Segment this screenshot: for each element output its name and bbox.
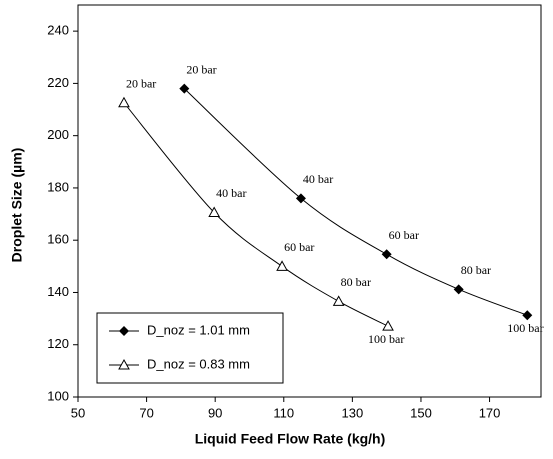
point xyxy=(295,193,306,204)
x-tick-label: 90 xyxy=(208,405,222,420)
point-label: 100 bar xyxy=(507,321,543,335)
point xyxy=(118,96,130,108)
x-tick-label: 50 xyxy=(71,405,85,420)
point-label: 60 bar xyxy=(389,228,419,242)
point-label: 60 bar xyxy=(284,240,314,254)
x-tick-label: 130 xyxy=(342,405,364,420)
point-label: 40 bar xyxy=(303,172,333,186)
point-label: 20 bar xyxy=(126,76,156,90)
y-tick-label: 220 xyxy=(47,75,69,90)
point xyxy=(381,249,392,260)
x-tick-label: 70 xyxy=(139,405,153,420)
point-label: 40 bar xyxy=(216,186,246,200)
point-label: 80 bar xyxy=(341,275,371,289)
y-tick-label: 240 xyxy=(47,23,69,38)
point-label: 80 bar xyxy=(461,263,491,277)
y-tick-label: 200 xyxy=(47,127,69,142)
legend-marker xyxy=(118,358,130,370)
point xyxy=(179,83,190,94)
point xyxy=(453,284,464,295)
x-axis-title: Liquid Feed Flow Rate (kg/h) xyxy=(195,431,386,447)
x-tick-label: 170 xyxy=(479,405,501,420)
legend-label: D_noz = 1.01 mm xyxy=(147,322,250,337)
y-tick-label: 180 xyxy=(47,179,69,194)
x-tick-label: 150 xyxy=(410,405,432,420)
legend-marker xyxy=(119,326,129,336)
y-tick-label: 160 xyxy=(47,232,69,247)
y-axis-title: Droplet Size (µm) xyxy=(9,148,25,263)
legend-box xyxy=(96,312,284,384)
plot-frame xyxy=(77,4,542,398)
series-line xyxy=(123,102,389,327)
point xyxy=(382,320,394,331)
y-tick-label: 120 xyxy=(47,336,69,351)
y-tick-label: 100 xyxy=(47,388,69,403)
point xyxy=(332,295,345,306)
point-label: 100 bar xyxy=(368,332,404,346)
point xyxy=(522,310,533,321)
y-tick-label: 140 xyxy=(47,284,69,299)
point-label: 20 bar xyxy=(186,62,216,76)
legend-label: D_noz = 0.83 mm xyxy=(147,356,250,371)
series-line xyxy=(183,88,528,316)
x-tick-label: 110 xyxy=(273,405,294,420)
point xyxy=(276,260,288,271)
point xyxy=(208,206,221,217)
